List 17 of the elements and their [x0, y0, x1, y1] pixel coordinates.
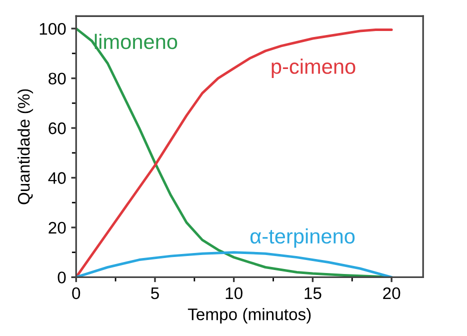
y-tick-label: 20 [48, 222, 66, 234]
line-series [76, 251, 393, 278]
y-tick-label: 0 [58, 272, 66, 284]
series-label: α-terpineno [250, 228, 355, 248]
x-tick-label: 15 [304, 288, 322, 300]
y-tick-label: 100 [40, 22, 66, 35]
x-tick-label: 20 [383, 287, 400, 300]
series-label: limoneno [94, 34, 178, 50]
x-tick-label: 0 [72, 287, 80, 300]
y-tick-label: 60 [48, 122, 66, 134]
x-axis-title: Tempo (minutos) [188, 308, 311, 324]
y-tick-label: 80 [48, 72, 66, 84]
y-tick-label: 40 [48, 172, 66, 184]
y-axis-title: Quantidade (%) [18, 89, 34, 204]
series-label: p-cimeno [272, 58, 356, 78]
x-tick-label: 5 [151, 288, 159, 300]
x-tick-label: 10 [226, 287, 242, 300]
